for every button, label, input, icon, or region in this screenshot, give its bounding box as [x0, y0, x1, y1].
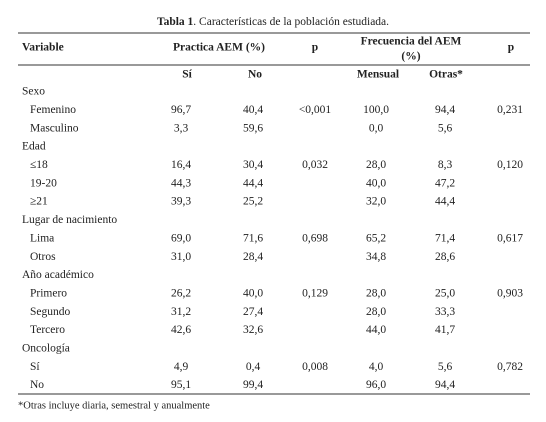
row-label: Sí	[30, 361, 40, 373]
cell: 0,129	[302, 287, 328, 299]
row-label: Primero	[30, 287, 67, 299]
cell: 25,0	[435, 287, 455, 299]
cell: 44,3	[171, 177, 191, 189]
cell: 5,6	[438, 361, 453, 373]
cell: 0,0	[369, 122, 384, 134]
title-label: Tabla 1	[157, 16, 194, 28]
cell: 27,4	[243, 306, 263, 318]
header-cell: (%)	[401, 51, 420, 63]
cell: 4,9	[174, 361, 189, 373]
row-label: Lima	[30, 232, 54, 244]
row-label: Masculino	[30, 122, 79, 134]
cell: 65,2	[366, 232, 386, 244]
cell: 3,3	[174, 122, 189, 134]
cell: 16,4	[171, 159, 191, 171]
cell: 31,0	[171, 251, 191, 263]
cell: 44,4	[435, 196, 455, 208]
cell: 0,698	[302, 232, 328, 244]
cell: 0,008	[302, 361, 328, 373]
subheader-cell: Otras*	[429, 69, 463, 81]
subheader-cell: Sí	[182, 69, 192, 81]
row-label: Femenino	[30, 104, 76, 116]
cell: 34,8	[366, 251, 386, 263]
cell: 28,0	[366, 159, 386, 171]
row-label: ≥21	[30, 196, 48, 208]
cell: <0,001	[299, 104, 332, 116]
cell: 0,4	[246, 361, 261, 373]
subheader-cell: Mensual	[357, 69, 399, 81]
group-label: Año académico	[22, 269, 94, 281]
cell: 44,0	[366, 324, 386, 336]
cell: 39,3	[171, 196, 191, 208]
cell: 42,6	[171, 324, 191, 336]
cell: 30,4	[243, 159, 263, 171]
table-title: Tabla 1. Características de la población…	[157, 16, 389, 28]
cell: 33,3	[435, 306, 455, 318]
cell: 26,2	[171, 287, 191, 299]
footnote: *Otras incluye diaria, semestral y anual…	[18, 400, 210, 411]
subheader-cell: No	[248, 69, 262, 81]
cell: 32,0	[366, 196, 386, 208]
header-cell: Variable	[22, 42, 64, 54]
cell: 25,2	[243, 196, 263, 208]
cell: 69,0	[171, 232, 191, 244]
cell: 32,6	[243, 324, 263, 336]
cell: 28,0	[366, 287, 386, 299]
cell: 44,4	[243, 177, 263, 189]
cell: 96,7	[171, 104, 191, 116]
cell: 40,0	[366, 177, 386, 189]
cell: 0,231	[497, 104, 523, 116]
cell: 47,2	[435, 177, 455, 189]
group-label: Lugar de nacimiento	[22, 214, 117, 226]
cell: 0,120	[497, 159, 523, 171]
group-label: Oncología	[22, 343, 70, 355]
header-cell: Frecuencia del AEM	[361, 36, 462, 48]
cell: 40,4	[243, 104, 263, 116]
header-cell: p	[312, 42, 318, 54]
cell: 28,0	[366, 306, 386, 318]
cell: 0,782	[497, 361, 523, 373]
cell: 41,7	[435, 324, 455, 336]
row-label: Otros	[30, 251, 56, 263]
cell: 40,0	[243, 287, 263, 299]
row-label: 19-20	[30, 177, 57, 189]
cell: 0,903	[497, 287, 523, 299]
cell: 0,032	[302, 159, 328, 171]
cell: 94,4	[435, 104, 455, 116]
cell: 8,3	[438, 159, 453, 171]
cell: 95,1	[171, 379, 191, 391]
cell: 28,6	[435, 251, 455, 263]
cell: 99,4	[243, 379, 263, 391]
row-label: ≤18	[30, 159, 48, 171]
cell: 4,0	[369, 361, 384, 373]
cell: 100,0	[363, 104, 389, 116]
row-label: Segundo	[30, 306, 71, 318]
cell: 71,6	[243, 232, 263, 244]
cell: 31,2	[171, 306, 191, 318]
cell: 5,6	[438, 122, 453, 134]
group-label: Sexo	[22, 86, 45, 98]
cell: 96,0	[366, 379, 386, 391]
group-label: Edad	[22, 141, 46, 153]
row-label: No	[30, 379, 44, 391]
cell: 94,4	[435, 379, 455, 391]
header-cell: p	[508, 42, 514, 54]
cell: 0,617	[497, 232, 523, 244]
cell: 59,6	[243, 122, 263, 134]
row-label: Tercero	[30, 324, 65, 336]
header-cell: Practica AEM (%)	[173, 42, 265, 54]
cell: 28,4	[243, 251, 263, 263]
title-text: . Características de la población estudi…	[193, 16, 389, 28]
cell: 71,4	[435, 232, 455, 244]
